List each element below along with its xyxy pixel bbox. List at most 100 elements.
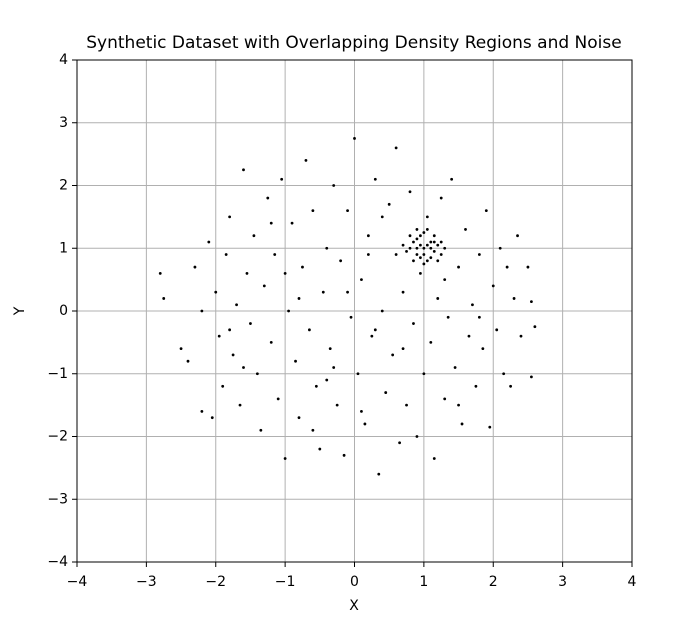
point [398,441,401,445]
point [377,472,381,476]
x-tick-label: 2 [489,574,498,590]
point [356,372,360,376]
point [297,416,301,420]
point [370,334,374,338]
point [533,325,537,329]
y-axis-label: Y [12,306,28,316]
point [484,209,488,213]
point [391,353,395,357]
point [429,340,433,344]
point [339,259,343,263]
y-tick-label: 4 [59,52,68,68]
point [405,249,408,253]
point [363,422,367,426]
point [235,303,238,307]
point [419,256,422,260]
point [228,215,232,219]
point [516,234,519,238]
point [509,384,512,388]
point [373,328,377,332]
point [304,159,308,162]
point [519,334,523,338]
point [193,265,197,269]
point [408,246,412,250]
point [405,403,408,407]
point [422,262,426,266]
point [429,240,433,244]
point [207,240,211,244]
point [439,196,443,200]
point [457,403,460,407]
point [346,290,349,294]
point [401,290,405,294]
point [425,259,429,263]
point [252,234,256,238]
point [422,253,426,256]
point [526,265,530,269]
point [360,410,363,413]
point [217,334,221,338]
point [460,422,464,426]
point [453,366,457,369]
point [373,177,377,181]
x-axis-label: X [349,598,359,614]
point [443,397,447,401]
point [477,253,481,256]
point [467,334,471,338]
point [464,228,467,231]
point [498,246,502,250]
point [450,177,454,181]
point [255,372,259,376]
point [200,410,204,413]
point [415,435,419,438]
point [412,259,415,263]
point [432,249,436,253]
point [283,457,287,460]
point [495,328,499,332]
point [422,231,426,234]
point [366,253,370,256]
point [214,290,218,294]
point [412,322,415,325]
point [249,322,252,325]
point [335,403,339,407]
point [186,359,190,363]
point [231,353,235,357]
point [415,253,419,256]
point [446,315,450,319]
point [308,328,311,332]
point [280,177,284,181]
point [301,265,304,269]
point [394,253,398,256]
point [488,425,492,429]
point [425,228,429,231]
plot-frame [76,59,633,563]
point [332,184,336,187]
point [210,416,214,420]
point [425,243,429,247]
point [242,366,245,369]
x-tick-label: 4 [628,574,637,590]
point [419,243,422,247]
point [432,234,436,238]
point [346,209,349,213]
point [502,372,506,376]
point [325,378,329,382]
point [314,384,318,388]
point [471,303,474,307]
point [273,253,277,256]
point [162,297,166,300]
point [408,234,412,238]
point [443,246,447,250]
x-tick-label: 0 [350,574,359,590]
point [412,240,415,244]
point [318,447,322,451]
chart-title: Synthetic Dataset with Overlapping Densi… [86,33,621,53]
point [200,309,204,313]
point [384,391,388,394]
point [353,137,356,140]
point [221,384,225,388]
point [387,202,391,206]
point [425,215,429,219]
